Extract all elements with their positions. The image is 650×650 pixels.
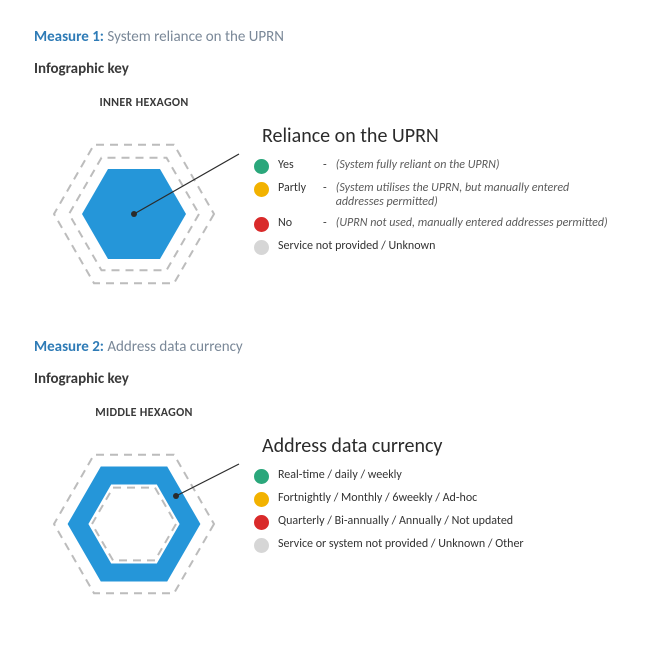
measure-1-legend: Reliance on the UPRN Yes - (System fully…	[254, 96, 616, 262]
legend-dot-amber	[254, 492, 269, 507]
legend-label: Yes	[278, 158, 314, 172]
legend-text: Quarterly / Bi-annually / Annually / Not…	[278, 514, 513, 528]
legend-desc: Service not provided / Unknown	[278, 239, 435, 253]
measure-1-title: System reliance on the UPRN	[107, 28, 284, 46]
measure-1-prefix: Measure 1:	[34, 28, 104, 46]
legend-dot-red	[254, 515, 269, 530]
legend-dot-gray	[254, 240, 269, 255]
legend-item: Real-time / daily / weekly	[254, 468, 616, 484]
measure-1-key-title: Infographic key	[34, 60, 616, 78]
measure-2-title: Address data currency	[107, 338, 242, 356]
legend-item: Yes - (System fully reliant on the UPRN)	[254, 158, 616, 174]
measure-1-heading: Measure 1: System reliance on the UPRN	[34, 28, 616, 46]
legend-item: Fortnightly / Monthly / 6weekly / Ad-hoc	[254, 491, 616, 507]
hexagon-inner-dashed	[92, 488, 176, 561]
legend-sep: -	[323, 181, 327, 195]
measure-2-block: MIDDLE HEXAGON Address data currency Rea…	[34, 406, 616, 614]
measure-1-hex-col: INNER HEXAGON	[34, 96, 254, 304]
inner-hexagon-diagram	[34, 114, 254, 304]
measure-1-legend-title: Reliance on the UPRN	[262, 124, 616, 148]
legend-dot-gray	[254, 538, 269, 553]
legend-desc: (UPRN not used, manually entered address…	[336, 216, 608, 230]
legend-label: Partly	[278, 181, 314, 195]
legend-desc: (System fully reliant on the UPRN)	[336, 158, 500, 172]
legend-sep: -	[323, 216, 327, 230]
measure-2-hex-label: MIDDLE HEXAGON	[34, 406, 254, 420]
pointer-line	[176, 464, 239, 496]
legend-item: Partly - (System utilises the UPRN, but …	[254, 181, 616, 209]
legend-text: Fortnightly / Monthly / 6weekly / Ad-hoc	[278, 491, 477, 505]
legend-dot-red	[254, 217, 269, 232]
measure-2-prefix: Measure 2:	[34, 338, 104, 356]
measure-2-legend: Address data currency Real-time / daily …	[254, 406, 616, 560]
legend-item: Service not provided / Unknown	[254, 239, 616, 255]
legend-item: Quarterly / Bi-annually / Annually / Not…	[254, 514, 616, 530]
measure-1-block: INNER HEXAGON Reliance on the UPRN Yes -…	[34, 96, 616, 304]
legend-dot-green	[254, 469, 269, 484]
legend-label: No	[278, 216, 314, 230]
measure-2-heading: Measure 2: Address data currency	[34, 338, 616, 356]
measure-2-hex-col: MIDDLE HEXAGON	[34, 406, 254, 614]
hexagon-middle-ring	[78, 476, 190, 573]
measure-1-hex-label: INNER HEXAGON	[34, 96, 254, 110]
measure-2-key-title: Infographic key	[34, 370, 616, 388]
legend-text: Service or system not provided / Unknown…	[278, 537, 524, 551]
legend-text: Real-time / daily / weekly	[278, 468, 402, 482]
measure-2-legend-title: Address data currency	[262, 434, 616, 458]
legend-dot-amber	[254, 182, 269, 197]
legend-sep: -	[323, 158, 327, 172]
legend-item: No - (UPRN not used, manually entered ad…	[254, 216, 616, 232]
legend-dot-green	[254, 159, 269, 174]
legend-item: Service or system not provided / Unknown…	[254, 537, 616, 553]
middle-hexagon-diagram	[34, 424, 254, 614]
legend-desc: (System utilises the UPRN, but manually …	[336, 181, 616, 209]
